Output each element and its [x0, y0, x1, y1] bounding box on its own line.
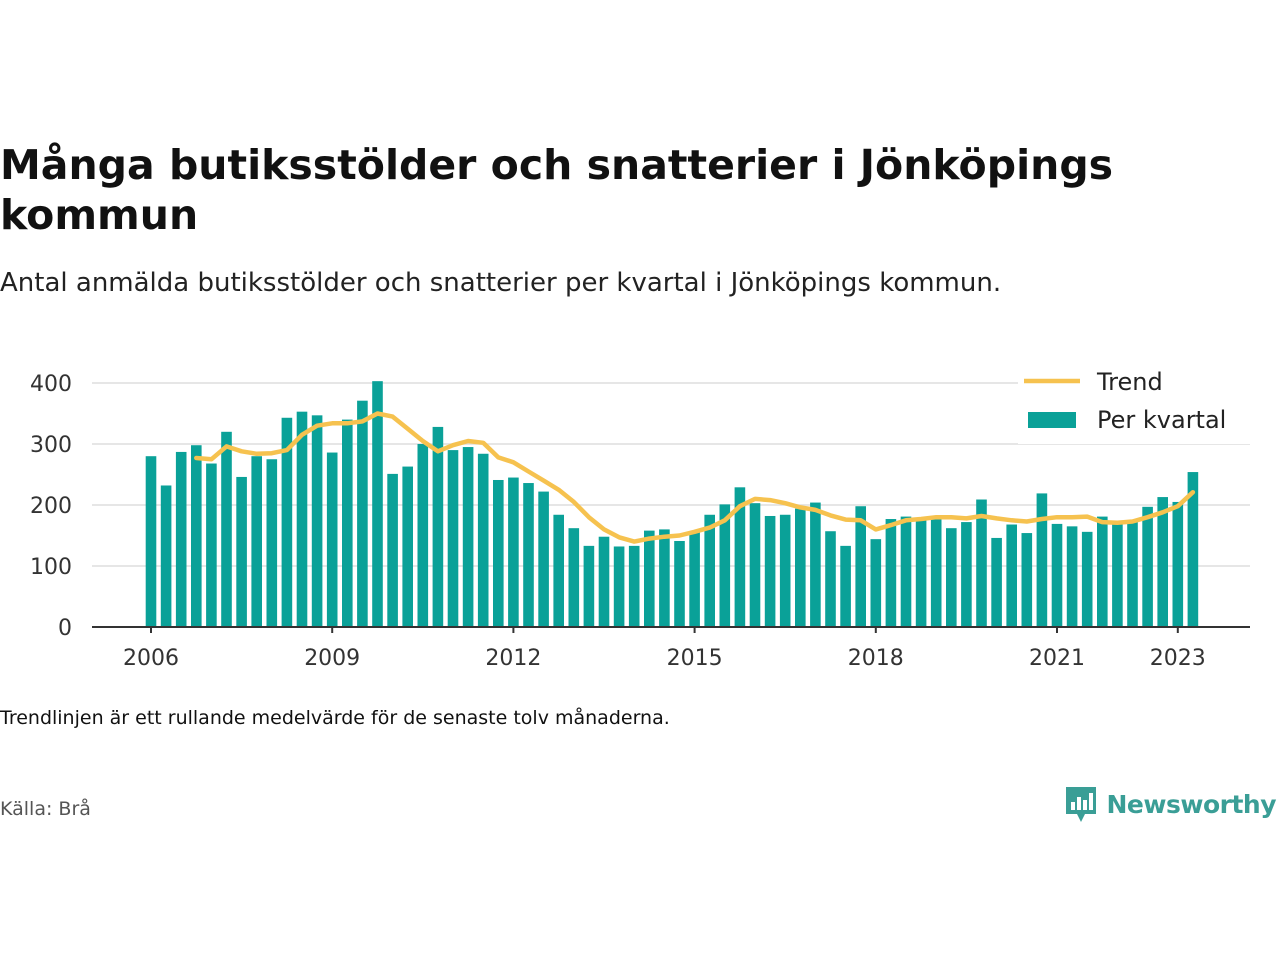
bar: [840, 545, 851, 627]
bar: [930, 517, 942, 627]
x-tick-label: 2009: [304, 646, 360, 671]
bar: [583, 545, 595, 627]
bar: [1187, 472, 1199, 627]
y-tick-label: 100: [30, 555, 72, 580]
x-tick-label: 2018: [848, 646, 904, 671]
x-tick-label: 2021: [1029, 646, 1085, 671]
bar: [734, 487, 746, 627]
bar: [523, 483, 534, 627]
bar: [236, 476, 247, 627]
bar: [870, 539, 882, 627]
bar: [1097, 516, 1108, 627]
x-tick-label: 2006: [123, 646, 179, 671]
bar: [402, 466, 413, 627]
bar: [311, 415, 323, 627]
legend-bar-swatch: [1028, 412, 1076, 428]
bar: [221, 431, 232, 627]
bar: [462, 447, 474, 627]
bar: [493, 479, 504, 627]
bar: [855, 506, 866, 627]
bar: [644, 530, 655, 627]
y-tick-label: 0: [58, 616, 72, 641]
bar: [1142, 506, 1153, 627]
x-tick-label: 2015: [667, 646, 723, 671]
bar: [417, 444, 429, 627]
bar: [719, 504, 731, 627]
y-tick-label: 400: [30, 372, 72, 397]
bar: [1112, 523, 1123, 627]
bar: [296, 411, 308, 627]
bar: [326, 452, 338, 627]
bar: [1021, 533, 1033, 627]
bar: [266, 459, 278, 627]
brand-name: Newsworthy: [1106, 789, 1277, 819]
bar: [145, 456, 157, 627]
bar: [613, 546, 625, 627]
bar: [281, 417, 293, 627]
bar: [795, 508, 806, 627]
bar: [357, 400, 368, 627]
bar: [175, 451, 187, 627]
legend: Trend Per kvartal: [1018, 364, 1250, 444]
x-tick-labels: 2006 2009 2012 2015 2018 2021 2023: [123, 627, 1206, 671]
legend-bar-label: Per kvartal: [1097, 406, 1226, 434]
bar: [749, 503, 761, 627]
bar: [508, 477, 519, 627]
bar: [946, 528, 957, 627]
legend-trend-label: Trend: [1096, 368, 1163, 396]
footnote: Trendlinjen är ett rullande medelvärde f…: [0, 707, 670, 729]
newsworthy-logo-icon: [1065, 787, 1096, 822]
bar: [598, 536, 610, 627]
bar: [1006, 524, 1017, 627]
bar: [1127, 522, 1138, 627]
bar: [961, 522, 972, 627]
y-tick-label: 300: [30, 433, 72, 458]
bar: [432, 426, 444, 627]
bar: [568, 528, 580, 627]
bar: [538, 491, 549, 627]
bar: [1172, 501, 1184, 627]
bar: [628, 545, 640, 627]
bar: [1066, 526, 1078, 627]
bar: [1081, 531, 1093, 627]
bar: [825, 531, 836, 627]
bar: [1051, 523, 1063, 627]
x-tick-label: 2012: [485, 646, 541, 671]
legend-background: [1018, 364, 1250, 444]
trend-line: [194, 411, 1196, 544]
bar: [251, 456, 262, 627]
chart-title: Många butiksstölder och snatterier i Jön…: [0, 141, 1114, 239]
bar: [991, 537, 1002, 627]
y-tick-labels: 0 100 200 300 400: [30, 372, 72, 641]
bar: [1157, 497, 1168, 627]
chart-subtitle: Antal anmälda butiksstölder och snatteri…: [0, 268, 1002, 298]
bar: [372, 381, 383, 627]
bar: [885, 519, 897, 627]
bar: [160, 485, 172, 627]
bar: [1036, 493, 1048, 627]
bar: [553, 514, 564, 627]
bars: [145, 381, 1199, 627]
brand-logo[interactable]: Newsworthy: [1063, 784, 1277, 824]
bar: [900, 516, 912, 627]
bar: [387, 473, 398, 627]
bar: [659, 529, 670, 627]
bar: [477, 453, 489, 627]
bar: [704, 514, 715, 627]
y-tick-label: 200: [30, 494, 72, 519]
bar: [674, 540, 685, 627]
bar: [191, 445, 202, 627]
bar: [689, 532, 700, 627]
bar: [764, 515, 776, 627]
source-label: Källa: Brå: [0, 798, 91, 820]
bar: [915, 519, 927, 627]
bar: [206, 463, 217, 627]
x-tick-label: 2023: [1150, 646, 1206, 671]
bar: [342, 419, 353, 627]
bar: [810, 502, 821, 627]
bar: [976, 499, 987, 627]
bar: [779, 514, 791, 627]
bar: [447, 450, 459, 627]
